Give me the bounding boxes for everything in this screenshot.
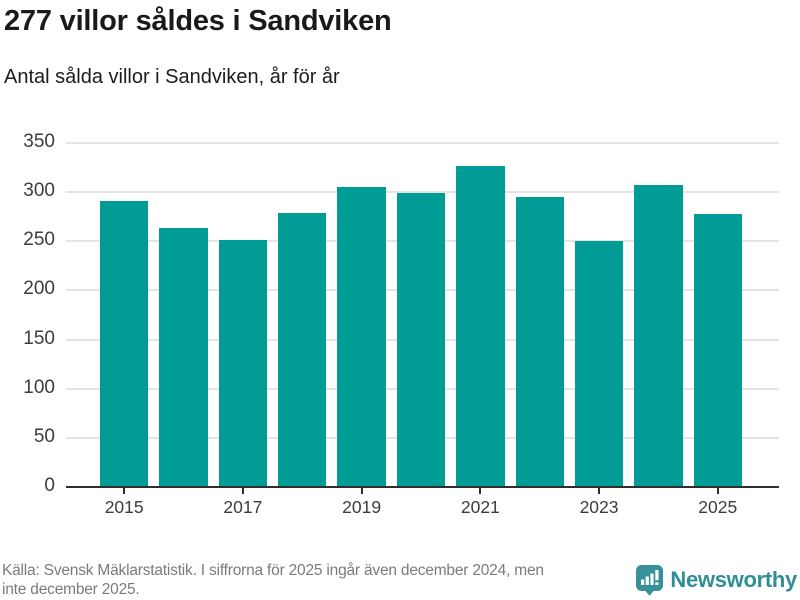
bar-2024 (634, 185, 683, 486)
x-axis: 2015 2017 2019 2021 2023 2025 (66, 488, 779, 518)
y-tick-label-250: 250 (23, 229, 55, 251)
bar-2015 (100, 201, 149, 486)
gridline-350 (66, 142, 779, 144)
y-tick-label-300: 300 (23, 180, 55, 202)
bar-2023 (574, 241, 624, 486)
bar-2017 (218, 240, 268, 486)
x-tick-2015 (123, 488, 126, 494)
source-note: Källa: Svensk Mäklarstatistik. I siffror… (2, 561, 544, 599)
x-tick-label-2017: 2017 (223, 497, 263, 517)
x-tick-label-2023: 2023 (579, 497, 619, 517)
footer: Källa: Svensk Mäklarstatistik. I siffror… (2, 561, 797, 599)
x-slot-2021: 2021 (456, 488, 504, 518)
bar-2018 (278, 213, 327, 486)
bar-2022 (515, 197, 564, 486)
newsworthy-brand: Newsworthy (636, 564, 797, 596)
x-slot-2024 (634, 488, 682, 518)
bar-2016 (159, 228, 208, 486)
x-slot-2018 (278, 488, 326, 518)
y-tick-label-100: 100 (23, 376, 55, 398)
source-note-line2: inte december 2025. (2, 581, 140, 598)
source-note-line1: Källa: Svensk Mäklarstatistik. I siffror… (2, 562, 544, 579)
x-tick-label-2019: 2019 (342, 497, 382, 517)
x-slot-2023: 2023 (575, 488, 623, 518)
x-tick-2021 (479, 488, 482, 494)
gridline-300 (66, 191, 779, 194)
x-axis-baseline (66, 486, 779, 488)
x-slot-2016 (159, 488, 207, 518)
x-tick-2019 (360, 488, 363, 494)
x-tick-label-2021: 2021 (460, 497, 500, 517)
x-slot-2020 (397, 488, 445, 518)
y-tick-label-150: 150 (23, 327, 55, 349)
bar-chart: 0 50 100 150 200 250 300 350 2015 2017 2019 2021 20… (23, 131, 779, 518)
x-tick-label-2015: 2015 (104, 497, 144, 517)
x-tick-label-2025: 2025 (698, 497, 738, 517)
x-tick-2017 (241, 488, 244, 494)
y-tick-label-50: 50 (33, 425, 55, 447)
y-tick-label-200: 200 (23, 278, 55, 300)
x-slot-2015: 2015 (100, 488, 148, 518)
newsworthy-logo-icon (636, 564, 664, 596)
plot-area: 0 50 100 150 200 250 300 350 (23, 131, 779, 496)
bars-layer (66, 142, 779, 486)
x-tick-2025 (716, 488, 719, 494)
x-slot-2019: 2019 (337, 488, 385, 518)
page-title: 277 villor såldes i Sandviken (4, 5, 392, 37)
x-slot-2025: 2025 (694, 488, 742, 518)
bar-2020 (396, 193, 446, 486)
bar-2019 (337, 187, 386, 486)
bar-2025 (693, 214, 742, 486)
y-tick-label-350: 350 (23, 131, 55, 152)
y-tick-label-0: 0 (44, 475, 55, 496)
newsworthy-wordmark: Newsworthy (670, 567, 797, 592)
chart-subtitle: Antal sålda villor i Sandviken, år för å… (4, 66, 340, 88)
x-slot-2017: 2017 (219, 488, 267, 518)
x-tick-2023 (598, 488, 601, 494)
bar-2021 (456, 166, 505, 486)
x-slot-2022 (516, 488, 564, 518)
